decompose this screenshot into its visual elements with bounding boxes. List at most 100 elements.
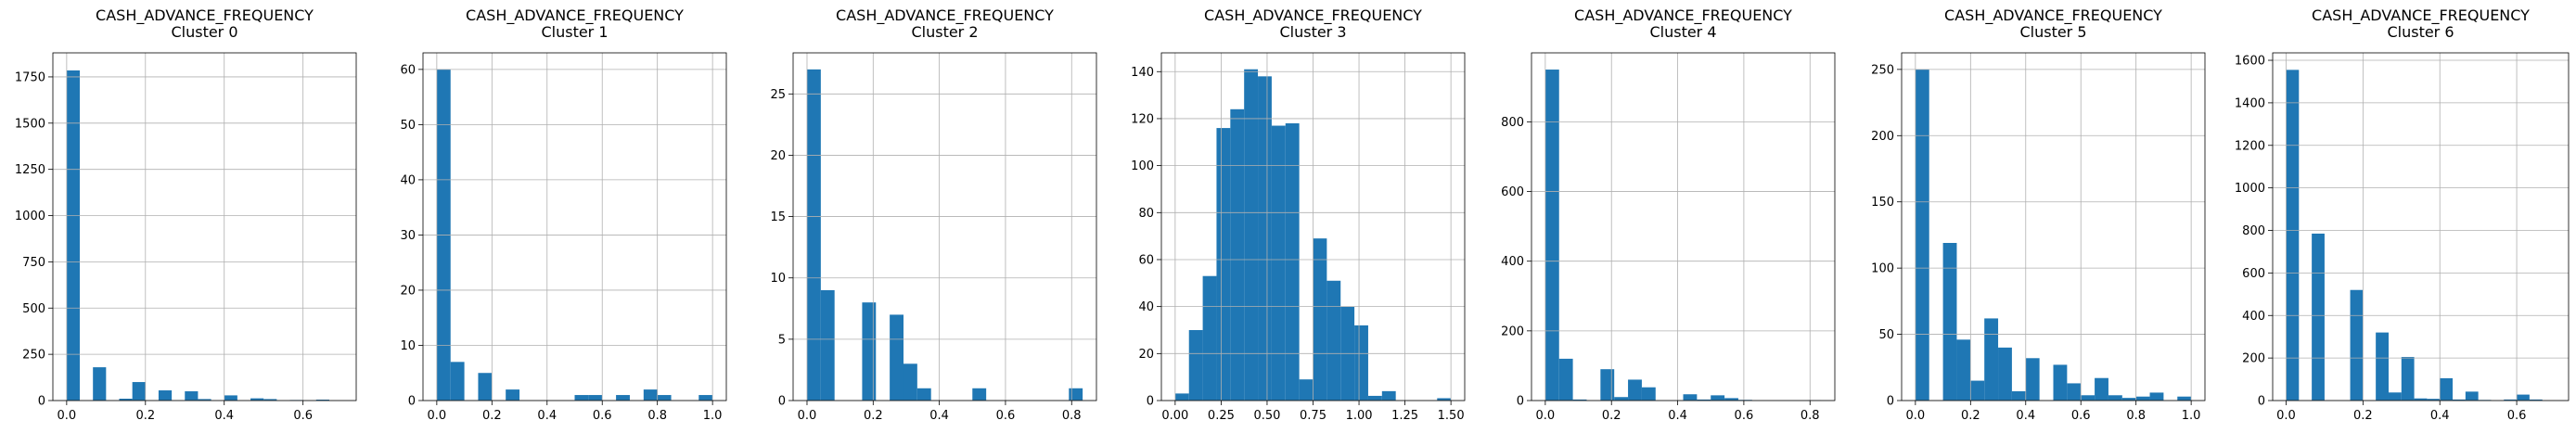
histogram-bar — [1313, 238, 1327, 401]
x-tick-label: 0.2 — [482, 409, 502, 423]
histogram-bar — [2011, 391, 2026, 401]
histogram-bar — [1572, 399, 1587, 401]
histogram-bar — [2401, 356, 2415, 401]
y-tick-label: 1250 — [15, 163, 45, 177]
histogram-bar — [315, 400, 329, 401]
y-tick-label: 0 — [408, 395, 416, 409]
histogram-bar — [1381, 390, 1396, 401]
x-tick-label: 0.0 — [2276, 409, 2296, 423]
y-tick-label: 15 — [770, 210, 786, 224]
histogram-bar — [2312, 233, 2325, 401]
x-tick-label: 0.6 — [593, 409, 612, 423]
panel-title: CASH_ADVANCE_FREQUENCY — [836, 6, 1054, 25]
x-tick-label: 0.6 — [1735, 409, 1754, 423]
panel-subtitle: Cluster 5 — [2019, 23, 2086, 41]
y-tick-label: 0 — [2258, 395, 2265, 409]
bars — [806, 69, 1083, 401]
y-tick-label: 600 — [2242, 267, 2265, 281]
histogram-bar — [1614, 397, 1629, 401]
y-tick-label: 400 — [1501, 255, 1524, 269]
histogram-bar — [806, 69, 821, 401]
histogram-bar — [1697, 399, 1711, 401]
y-tick-label: 0 — [38, 395, 45, 409]
histogram-bar — [2388, 392, 2402, 401]
histogram-bar — [1174, 393, 1189, 401]
y-tick-label: 80 — [1138, 207, 1154, 221]
histogram-bar — [2453, 399, 2466, 401]
x-tick-label: 0.8 — [647, 409, 667, 423]
panel-title: CASH_ADVANCE_FREQUENCY — [1574, 6, 1792, 25]
x-tick-label: 1.25 — [1391, 409, 1418, 423]
histogram-bar — [506, 389, 520, 401]
y-tick-label: 150 — [1871, 196, 1894, 210]
histogram-bar — [224, 395, 237, 401]
histogram-bar — [2350, 289, 2364, 401]
bars — [2286, 70, 2543, 401]
histogram-bar — [2108, 395, 2122, 401]
x-tick-label: 0.0 — [798, 409, 817, 423]
histogram-bar — [1216, 128, 1231, 401]
histogram-bar — [2149, 392, 2164, 401]
x-tick-label: 0.4 — [929, 409, 949, 423]
histogram-bar — [1998, 347, 2012, 401]
x-tick-label: 0.6 — [2071, 409, 2091, 423]
histogram-bar — [2095, 377, 2108, 401]
histogram-bar — [1724, 398, 1738, 401]
histogram-bar — [450, 362, 465, 401]
histogram-bar — [657, 395, 672, 401]
x-tick-label: 0.6 — [2507, 409, 2527, 423]
histogram-bar — [2286, 70, 2300, 401]
histogram-bar — [916, 388, 931, 401]
x-tick-label: 1.0 — [2182, 409, 2201, 423]
histogram-bar — [890, 314, 904, 401]
x-tick-label: 0.4 — [2016, 409, 2035, 423]
x-tick-label: 0.2 — [1961, 409, 1980, 423]
histogram-bar — [820, 289, 835, 401]
histogram-bar — [119, 399, 133, 401]
y-tick-label: 0 — [1517, 395, 1524, 409]
panel-subtitle: Cluster 4 — [1649, 23, 1716, 41]
x-tick-label: 0.2 — [135, 409, 155, 423]
x-tick-label: 0.8 — [1062, 409, 1082, 423]
y-tick-label: 140 — [1131, 66, 1154, 80]
y-tick-label: 1750 — [15, 70, 45, 84]
histogram-bar — [643, 389, 658, 401]
histogram-bar — [1069, 388, 1083, 401]
bars — [1174, 69, 1452, 401]
y-tick-label: 500 — [22, 302, 45, 316]
histogram-bar — [2529, 399, 2543, 401]
axes-frame — [1901, 52, 2206, 401]
y-tick-label: 1600 — [2235, 55, 2265, 69]
y-tick-label: 0 — [778, 395, 786, 409]
panel-subtitle: Cluster 2 — [911, 23, 978, 41]
y-tick-label: 800 — [1501, 116, 1524, 130]
histogram-bar — [250, 398, 264, 401]
histogram-bar — [588, 395, 603, 401]
y-tick-label: 250 — [1871, 63, 1894, 77]
axes-frame — [792, 52, 1097, 401]
y-tick-label: 60 — [1138, 253, 1154, 267]
x-tick-label: 0.0 — [58, 409, 77, 423]
histogram-bar — [66, 70, 81, 401]
y-tick-label: 1500 — [15, 117, 45, 131]
histogram-bar — [2121, 398, 2136, 401]
histogram-bar — [2053, 364, 2068, 401]
panel-title: CASH_ADVANCE_FREQUENCY — [1204, 6, 1422, 25]
histogram-bar — [2517, 394, 2530, 401]
y-tick-label: 60 — [400, 63, 416, 77]
histogram-bar — [158, 390, 173, 401]
histogram-bar — [478, 373, 493, 401]
y-tick-label: 100 — [1131, 159, 1154, 173]
histogram-bar — [1984, 318, 1999, 401]
x-tick-label: 1.50 — [1438, 409, 1465, 423]
x-tick-label: 0.75 — [1300, 409, 1326, 423]
histogram-bar — [263, 399, 277, 401]
y-tick-label: 1000 — [15, 210, 45, 223]
x-tick-label: 0.50 — [1253, 409, 1280, 423]
panel-title: CASH_ADVANCE_FREQUENCY — [466, 6, 684, 25]
